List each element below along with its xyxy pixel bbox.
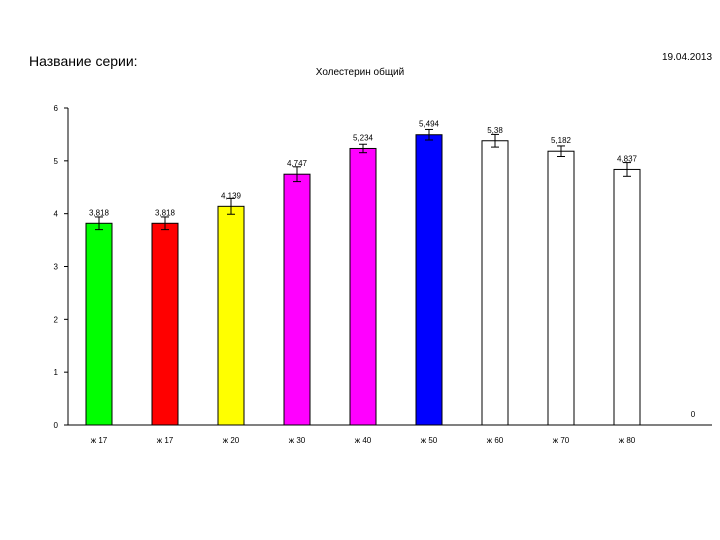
bar xyxy=(151,222,179,426)
chart-title: Холестерин общий xyxy=(315,67,405,78)
y-tick-label: 2 xyxy=(54,315,59,324)
series-name-label: Название серии: xyxy=(29,53,138,69)
data-label: 5,494 xyxy=(419,120,440,129)
data-label: 3,818 xyxy=(89,208,110,217)
bar xyxy=(85,222,113,426)
x-tick-label: ж 17 xyxy=(157,436,174,445)
data-label: 4,747 xyxy=(287,159,308,168)
x-tick-label: ж 80 xyxy=(619,436,636,445)
data-label: 0 xyxy=(691,410,696,419)
y-tick-label: 0 xyxy=(54,421,59,430)
x-tick-label: ж 20 xyxy=(223,436,240,445)
bar xyxy=(415,134,443,426)
bar xyxy=(217,205,245,426)
x-tick-label: ж 40 xyxy=(355,436,372,445)
data-label: 4,837 xyxy=(617,154,638,163)
bar xyxy=(613,168,641,426)
x-tick-label: ж 70 xyxy=(553,436,570,445)
data-label: 3,818 xyxy=(155,208,176,217)
data-label: 5,182 xyxy=(551,136,572,145)
bar xyxy=(349,147,377,426)
y-tick-label: 4 xyxy=(54,210,59,219)
data-label: 5,234 xyxy=(353,133,374,142)
data-label: 4,139 xyxy=(221,191,242,200)
x-tick-label: ж 50 xyxy=(421,436,438,445)
y-tick-label: 6 xyxy=(54,104,59,113)
y-tick-label: 1 xyxy=(54,368,59,377)
bar xyxy=(547,150,575,426)
data-label: 5,38 xyxy=(487,126,503,135)
date-label: 19.04.2013 xyxy=(662,52,713,63)
bar xyxy=(481,140,509,426)
x-tick-label: ж 60 xyxy=(487,436,504,445)
bar xyxy=(283,173,311,426)
y-tick-label: 5 xyxy=(54,157,59,166)
y-tick-label: 3 xyxy=(54,263,59,272)
x-tick-label: ж 17 xyxy=(91,436,108,445)
x-tick-label: ж 30 xyxy=(289,436,306,445)
